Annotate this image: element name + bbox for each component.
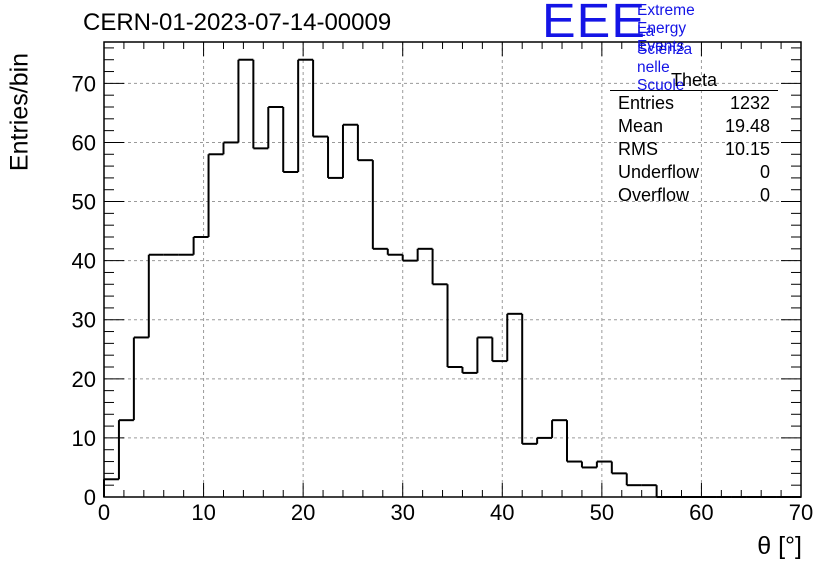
x-tick-label: 50 xyxy=(590,500,614,525)
stats-box: Theta Entries 1232 Mean 19.48 RMS 10.15 … xyxy=(610,70,778,207)
x-tick-label: 10 xyxy=(191,500,215,525)
logo-mark: EEE xyxy=(542,0,646,48)
x-tick-label: 20 xyxy=(291,500,315,525)
y-axis-label: Entries/bin xyxy=(5,52,34,172)
stats-title: Theta xyxy=(610,70,778,91)
y-tick-label: 50 xyxy=(72,190,96,215)
x-axis-label: θ [°] xyxy=(757,532,802,560)
x-tick-label: 40 xyxy=(490,500,514,525)
y-tick-label: 0 xyxy=(84,485,96,510)
stats-label: Entries xyxy=(618,93,675,113)
stats-row-underflow: Underflow 0 xyxy=(610,161,778,184)
x-tick-label: 0 xyxy=(98,500,110,525)
stats-row-rms: RMS 10.15 xyxy=(610,138,778,161)
stats-row-mean: Mean 19.48 xyxy=(610,115,778,138)
stats-value: 19.48 xyxy=(724,116,770,136)
x-tick-label: 30 xyxy=(390,500,414,525)
stats-value: 10.15 xyxy=(724,139,770,159)
y-tick-label: 70 xyxy=(72,71,96,96)
stats-value: 0 xyxy=(759,185,770,205)
stats-label: Mean xyxy=(618,116,664,136)
stats-label: Overflow xyxy=(618,185,690,205)
y-tick-label: 10 xyxy=(72,426,96,451)
y-tick-label: 20 xyxy=(72,367,96,392)
logo-line-1: Extreme Energy Events xyxy=(637,2,695,55)
y-tick-label: 30 xyxy=(72,308,96,333)
stats-label: Underflow xyxy=(618,162,700,182)
x-tick-label: 60 xyxy=(689,500,713,525)
y-tick-label: 60 xyxy=(72,130,96,155)
run-title: CERN-01-2023-07-14-00009 xyxy=(83,9,392,36)
logo-line-2: La Scienza nelle Scuole xyxy=(637,23,693,94)
stats-row-entries: Entries 1232 xyxy=(610,92,778,115)
stats-value: 0 xyxy=(759,162,770,182)
x-tick-label: 70 xyxy=(789,500,813,525)
y-tick-label: 40 xyxy=(72,249,96,274)
stats-value: 1232 xyxy=(729,93,770,113)
stats-row-overflow: Overflow 0 xyxy=(610,184,778,207)
stats-label: RMS xyxy=(618,139,658,159)
plot-frame xyxy=(103,41,802,498)
